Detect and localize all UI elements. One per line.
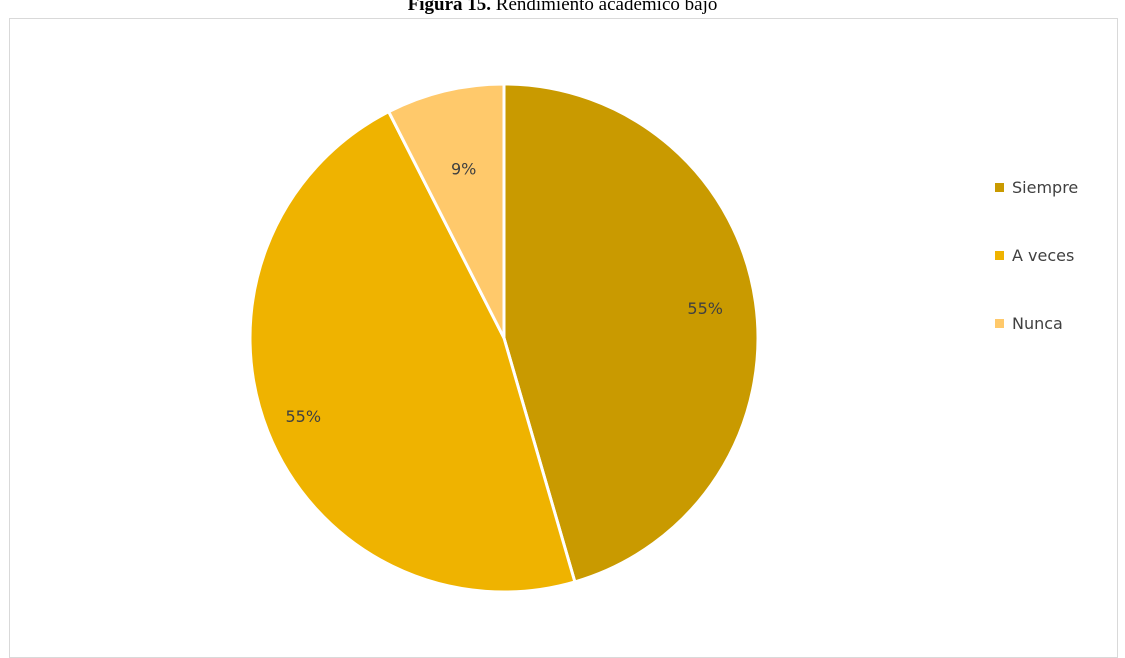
legend-label-siempre: Siempre <box>1012 177 1079 197</box>
pie-slice-a-veces <box>248 110 577 594</box>
pie-slice-nunca <box>387 82 506 340</box>
figure-number: Figura 15. <box>407 0 492 15</box>
legend-label-a-veces: A veces <box>1012 245 1075 265</box>
legend-item-siempre: Siempre <box>995 172 1078 202</box>
chart-legend: Siempre A veces Nunca <box>995 172 1078 376</box>
pie-slice-siempre <box>502 82 760 584</box>
legend-swatch-a-veces <box>995 250 1004 260</box>
legend-item-a-veces: A veces <box>995 240 1078 270</box>
figure-title: Figura 15. Rendimiento académico bajo <box>0 0 1125 16</box>
pie-data-labels: 55% 55% 9% <box>285 160 722 426</box>
pie-slices <box>248 82 760 594</box>
data-label-a-veces: 55% <box>285 407 321 426</box>
legend-swatch-siempre <box>995 182 1004 192</box>
legend-swatch-nunca <box>995 318 1004 328</box>
legend-label-nunca: Nunca <box>1012 313 1063 333</box>
legend-item-nunca: Nunca <box>995 308 1078 338</box>
figure-caption: Rendimiento académico bajo <box>491 0 718 15</box>
data-label-nunca: 9% <box>451 160 476 179</box>
data-label-siempre: 55% <box>687 299 723 318</box>
